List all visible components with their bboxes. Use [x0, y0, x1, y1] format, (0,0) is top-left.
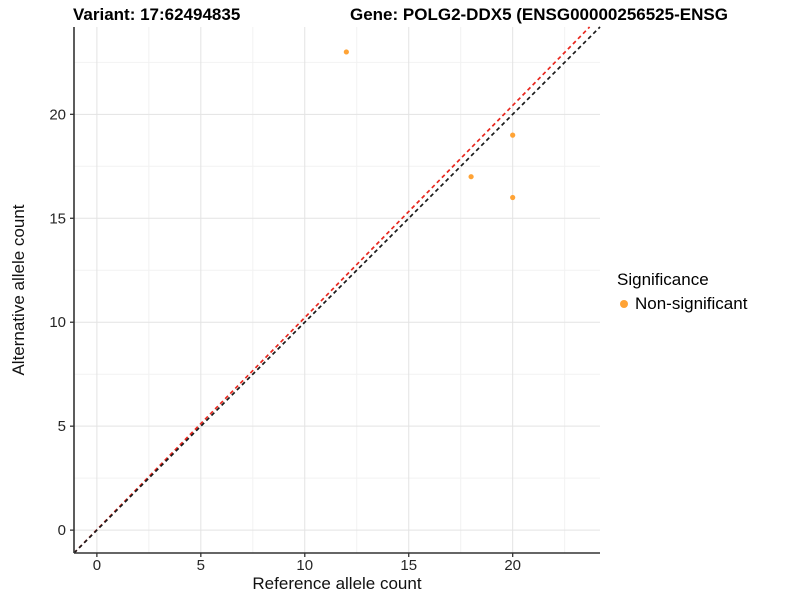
x-tick-label: 0 — [93, 557, 101, 574]
legend: Significance Non-significant — [617, 270, 747, 314]
x-axis-title: Reference allele count — [252, 574, 422, 593]
y-tick-label: 20 — [49, 106, 66, 123]
x-tick-label: 10 — [296, 557, 313, 574]
y-axis-title: Alternative allele count — [9, 204, 28, 376]
y-tick-label: 5 — [58, 418, 66, 435]
legend-title: Significance — [617, 270, 709, 289]
data-point — [468, 174, 474, 180]
variant-title: Variant: 17:62494835 — [73, 5, 241, 24]
y-tick-label: 0 — [58, 522, 66, 539]
y-tick-label: 10 — [49, 314, 66, 331]
plot-panel: 0 5 10 15 20 0 5 10 15 20 — [49, 26, 601, 574]
x-tick-label: 15 — [400, 557, 417, 574]
identity-line — [73, 26, 601, 554]
x-tick-label: 5 — [197, 557, 205, 574]
legend-entry: Non-significant — [617, 294, 747, 314]
fitted-ratio-line — [73, 26, 591, 554]
y-tick-label: 15 — [49, 210, 66, 227]
legend-entry-label: Non-significant — [635, 294, 748, 313]
data-point — [510, 132, 516, 138]
data-point — [343, 49, 349, 55]
scatter-plot: 0 5 10 15 20 0 5 10 15 20 — [49, 26, 601, 574]
legend-key-dot-icon — [620, 300, 628, 308]
x-tick-label: 20 — [504, 557, 521, 574]
data-point — [510, 194, 516, 201]
gene-title: Gene: POLG2-DDX5 (ENSG00000256525-ENSG — [350, 5, 728, 24]
